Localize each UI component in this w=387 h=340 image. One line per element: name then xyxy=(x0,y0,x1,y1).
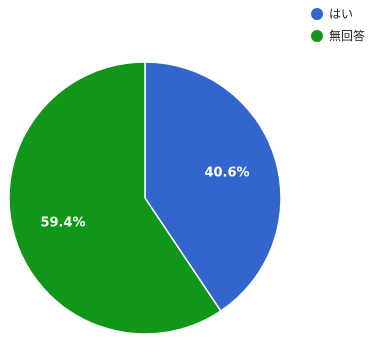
legend-marker-1 xyxy=(311,8,323,20)
legend-label-2: 無回答 xyxy=(329,28,365,43)
pie-slice-1 xyxy=(144,61,282,312)
slice-data-label-2: 59.4% xyxy=(40,215,85,230)
legend-label-1: はい xyxy=(329,7,353,21)
slice-labels: 40.6% 59.4% xyxy=(40,166,249,231)
pie-slices xyxy=(8,61,282,335)
slice-data-label-1: 40.6% xyxy=(204,166,249,181)
pie-slice-2 xyxy=(8,61,222,335)
legend-marker-2 xyxy=(311,30,323,42)
